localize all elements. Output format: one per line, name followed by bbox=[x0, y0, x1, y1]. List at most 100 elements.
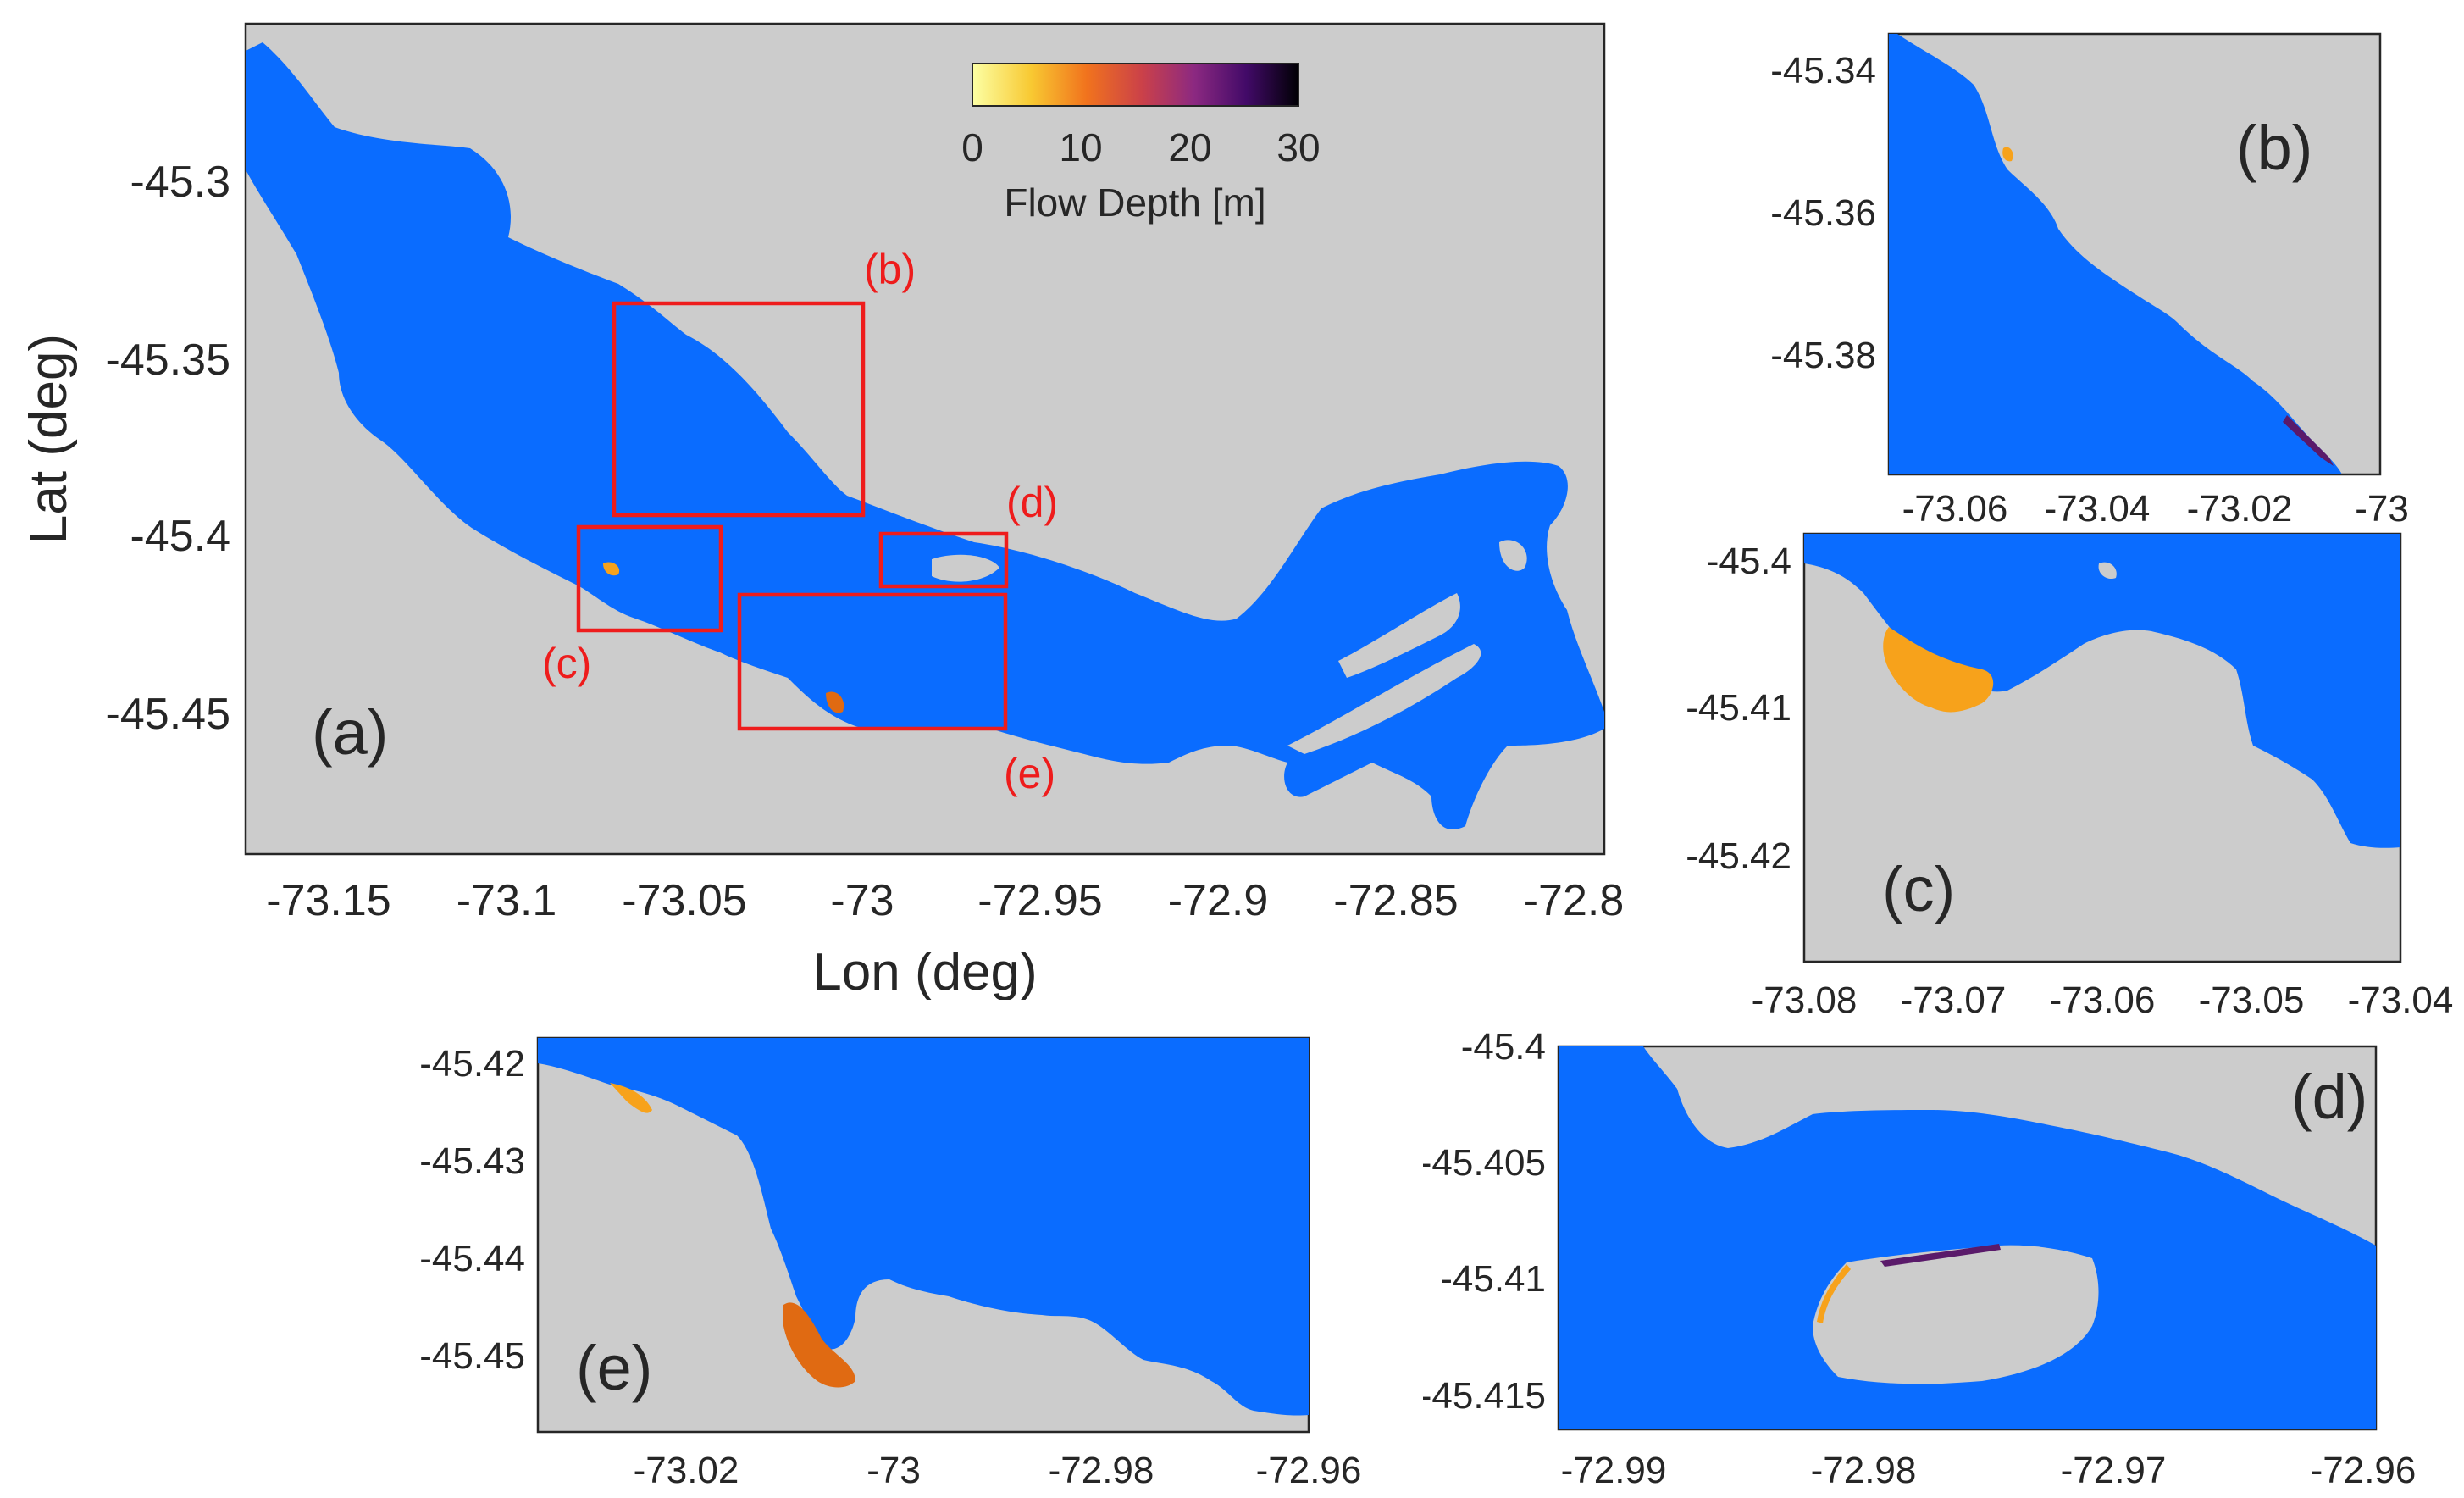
panel-e-inundation bbox=[783, 1302, 855, 1388]
panel-b-ytick: -45.34 bbox=[1770, 50, 1876, 92]
main-xtick: -73 bbox=[830, 876, 894, 925]
panel-d-water bbox=[1559, 1046, 2376, 1429]
panel-c-islet bbox=[2098, 562, 2117, 580]
main-xtick: -72.9 bbox=[1168, 876, 1269, 925]
panel-c-xtick: -73.08 bbox=[1752, 979, 1858, 1021]
panel-b-xtick: -73.04 bbox=[2045, 488, 2151, 525]
main-ytick: -45.4 bbox=[130, 512, 230, 561]
panel-e-xtick: -73.02 bbox=[634, 1450, 739, 1491]
panel-c-xtick: -73.07 bbox=[1901, 979, 2007, 1021]
main-ytick: -45.3 bbox=[130, 158, 230, 207]
inundation-c bbox=[603, 562, 620, 576]
box-label-e: (e) bbox=[1004, 750, 1055, 797]
main-xtick: -73.1 bbox=[457, 876, 557, 925]
panel-label-e: (e) bbox=[576, 1333, 652, 1403]
main-xtick: -72.8 bbox=[1524, 876, 1625, 925]
island-2 bbox=[1287, 644, 1481, 754]
box-label-b: (b) bbox=[864, 246, 916, 293]
box-label-d: (d) bbox=[1006, 479, 1058, 526]
colorbar-tick: 20 bbox=[1168, 125, 1211, 169]
panel-b-inundation bbox=[2002, 147, 2013, 162]
colorbar bbox=[972, 63, 1299, 107]
main-ytick: -45.35 bbox=[106, 336, 230, 385]
colorbar-tick: 0 bbox=[961, 125, 983, 169]
panel-b: (b) -73.06 -73.04 -73.02 -73 -45.34 -45.… bbox=[1770, 32, 2409, 525]
panel-label-a: (a) bbox=[312, 697, 388, 768]
panel-e-ytick: -45.42 bbox=[419, 1043, 525, 1085]
colorbar-label: Flow Depth [m] bbox=[1004, 180, 1265, 225]
colorbar-tick: 10 bbox=[1059, 125, 1102, 169]
main-ytick: -45.45 bbox=[106, 690, 230, 739]
panel-b-y-ticks: -45.34 -45.36 -45.38 bbox=[1770, 50, 1876, 376]
box-e bbox=[737, 592, 1008, 731]
colorbar-tick: 30 bbox=[1276, 125, 1320, 169]
panel-b-xtick: -73 bbox=[2355, 488, 2409, 525]
panel-b-ytick: -45.36 bbox=[1770, 192, 1876, 234]
panel-d-island bbox=[1813, 1245, 2099, 1384]
panel-d-xtick: -72.98 bbox=[1811, 1450, 1917, 1491]
panel-c-y-ticks: -45.4 -45.41 -45.42 bbox=[1686, 541, 1791, 877]
panel-e-water bbox=[538, 1038, 1309, 1416]
panel-c-ytick: -45.41 bbox=[1686, 687, 1791, 729]
panel-c-x-ticks: -73.08 -73.07 -73.06 -73.05 -73.04 bbox=[1752, 979, 2454, 1021]
main-xlabel: Lon (deg) bbox=[812, 943, 1037, 1000]
panel-e-ytick: -45.45 bbox=[419, 1335, 525, 1377]
panel-d: (d) -72.99 -72.98 -72.97 -72.96 -45.4 -4… bbox=[1423, 1026, 2417, 1491]
main-xtick: -73.05 bbox=[622, 876, 746, 925]
panel-c: (c) -73.08 -73.07 -73.06 -73.05 -73.04 -… bbox=[1686, 532, 2454, 1021]
panel-d-ytick: -45.41 bbox=[1440, 1258, 1546, 1300]
panel-b-xtick: -73.06 bbox=[1902, 488, 2008, 525]
panel-b-water bbox=[1889, 34, 2342, 474]
panel-c-xtick: -73.04 bbox=[2348, 979, 2454, 1021]
main-y-ticks: -45.3 -45.35 -45.4 -45.45 bbox=[106, 158, 230, 739]
panel-d-dark-edge bbox=[1880, 1244, 2001, 1267]
panel-d-xtick: -72.99 bbox=[1561, 1450, 1667, 1491]
panel-label-c: (c) bbox=[1882, 854, 1955, 924]
panel-d-y-ticks: -45.4 -45.405 -45.41 -45.415 bbox=[1423, 1026, 1546, 1417]
island-3 bbox=[1499, 540, 1527, 571]
box-c bbox=[576, 524, 723, 633]
panel-e: (e) -73.02 -73 -72.98 -72.96 -45.42 -45.… bbox=[419, 1036, 1362, 1491]
main-xtick: -72.85 bbox=[1333, 876, 1458, 925]
box-d bbox=[878, 531, 1009, 589]
panel-d-inundation-edge bbox=[1817, 1264, 1851, 1323]
panel-d-xtick: -72.97 bbox=[2061, 1450, 2167, 1491]
main-ylabel: Lat (deg) bbox=[19, 334, 78, 544]
main-xtick: -72.95 bbox=[977, 876, 1102, 925]
panel-c-xtick: -73.05 bbox=[2199, 979, 2305, 1021]
panel-b-ytick: -45.38 bbox=[1770, 335, 1876, 376]
panel-e-inundation-edge bbox=[610, 1083, 652, 1113]
panel-e-xtick: -72.98 bbox=[1049, 1450, 1154, 1491]
panel-b-x-ticks: -73.06 -73.04 -73.02 -73 bbox=[1902, 488, 2409, 525]
box-b bbox=[612, 301, 866, 518]
panel-d-ytick: -45.4 bbox=[1461, 1026, 1546, 1068]
panel-e-xtick: -72.96 bbox=[1256, 1450, 1362, 1491]
inundation-e bbox=[826, 691, 844, 713]
panel-label-b: (b) bbox=[2236, 113, 2312, 183]
island-4 bbox=[932, 554, 999, 582]
panel-e-ytick: -45.44 bbox=[419, 1238, 525, 1279]
panel-b-dark-edge bbox=[2283, 415, 2334, 466]
panel-e-x-ticks: -73.02 -73 -72.98 -72.96 bbox=[634, 1450, 1362, 1491]
panel-c-inundation bbox=[1883, 627, 1994, 713]
panel-b-xtick: -73.02 bbox=[2187, 488, 2293, 525]
main-xtick: -73.15 bbox=[266, 876, 390, 925]
panel-label-d: (d) bbox=[2291, 1062, 2367, 1132]
panel-e-xtick: -73 bbox=[867, 1450, 921, 1491]
panel-e-ytick: -45.43 bbox=[419, 1140, 525, 1182]
panel-d-xtick: -72.96 bbox=[2311, 1450, 2417, 1491]
main-map-panel: (b) (c) (d) (e) (a) 0 10 20 30 Flow Dept… bbox=[19, 22, 1624, 1000]
main-x-ticks: -73.15 -73.1 -73.05 -73 -72.95 -72.9 -72… bbox=[266, 876, 1624, 925]
panel-c-ytick: -45.4 bbox=[1707, 541, 1791, 582]
colorbar-ticks: 0 10 20 30 bbox=[961, 125, 1320, 169]
fjord-water bbox=[246, 42, 1604, 830]
panel-d-ytick: -45.415 bbox=[1423, 1375, 1546, 1417]
box-label-c: (c) bbox=[542, 640, 591, 687]
panel-c-water bbox=[1804, 534, 2400, 848]
panel-e-y-ticks: -45.42 -45.43 -45.44 -45.45 bbox=[419, 1043, 525, 1377]
panel-d-ytick: -45.405 bbox=[1423, 1142, 1546, 1184]
panel-d-x-ticks: -72.99 -72.98 -72.97 -72.96 bbox=[1561, 1450, 2417, 1491]
island-1 bbox=[1338, 593, 1460, 678]
panel-c-xtick: -73.06 bbox=[2050, 979, 2156, 1021]
panel-c-ytick: -45.42 bbox=[1686, 835, 1791, 877]
